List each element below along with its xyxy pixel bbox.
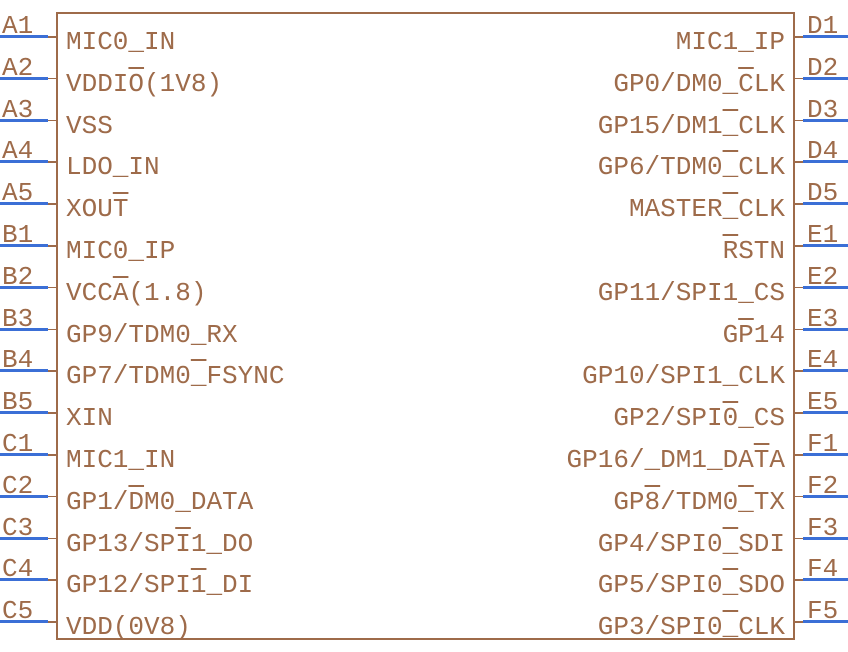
signal-name: GP7/TDM0_FSYNC [66,361,284,391]
pin-number: B5 [2,387,33,417]
pin-line-thin [795,120,803,122]
pin-line-thin [48,161,56,163]
pin-number: C4 [2,554,33,584]
pin-line-thin [48,287,56,289]
signal-name: XOUT [66,194,128,224]
pin-line-thin [48,538,56,540]
pin-number: A1 [2,11,33,41]
pin-number: E3 [807,304,838,334]
pin-number: C2 [2,471,33,501]
pin-number: F2 [807,471,838,501]
signal-name: MIC1_IP [676,27,785,57]
pin-line-thin [795,329,803,331]
signal-name: LDO_IN [66,152,160,182]
signal-name: GP14 [723,320,785,350]
signal-name: GP3/SPI0_CLK [598,612,785,642]
signal-name: GP9/TDM0_RX [66,320,238,350]
pin-line-thin [48,370,56,372]
pin-line-thin [48,496,56,498]
signal-name: GP1/DM0_DATA [66,487,253,517]
pin-line-thin [795,203,803,205]
pin-line-thin [795,538,803,540]
signal-name: XIN [66,403,113,433]
pin-line-thin [795,621,803,623]
pin-line-thin [48,36,56,38]
pinout-diagram: A1 MIC0_IN A2 VDDIO(1V8) A3 VSS A4 LDO_IN A5 XOUT… [0,0,848,652]
pin-line-thin [48,621,56,623]
pin-number: A4 [2,136,33,166]
signal-name: GP10/SPI1_CLK [582,361,785,391]
pin-number: C5 [2,596,33,626]
pin-line-thin [795,412,803,414]
pin-number: D3 [807,95,838,125]
pin-number: B4 [2,345,33,375]
pin-number: F1 [807,429,838,459]
pin-number: A5 [2,178,33,208]
pin-line-thin [48,78,56,80]
pin-line-thin [795,78,803,80]
pin-line-thin [795,245,803,247]
signal-name: MIC0_IN [66,27,175,57]
signal-name: GP16/_DM1_DATA [567,445,785,475]
pin-number: B3 [2,304,33,334]
signal-name: GP6/TDM0_CLK [598,152,785,182]
pin-line-thin [48,412,56,414]
signal-name: VCCA(1.8) [66,278,206,308]
signal-name: VDD(0V8) [66,612,191,642]
pin-number: F3 [807,513,838,543]
pin-line-thin [795,454,803,456]
pin-line-thin [795,36,803,38]
signal-name: VSS [66,111,113,141]
pin-number: D4 [807,136,838,166]
pin-line-thin [48,329,56,331]
pin-line-thin [48,454,56,456]
pin-number: A3 [2,95,33,125]
signal-name: GP2/SPI0_CS [613,403,785,433]
pin-line-thin [48,245,56,247]
pin-line-thin [795,370,803,372]
signal-name: MIC0_IP [66,236,175,266]
signal-name: GP0/DM0_CLK [613,69,785,99]
pin-number: D2 [807,53,838,83]
pin-line-thin [795,579,803,581]
signal-name: GP15/DM1_CLK [598,111,785,141]
pin-line-thin [795,161,803,163]
pin-line-thin [795,496,803,498]
pin-line-thin [795,287,803,289]
pin-number: E5 [807,387,838,417]
signal-name: GP11/SPI1_CS [598,278,785,308]
pin-number: D1 [807,11,838,41]
pin-number: B1 [2,220,33,250]
signal-name: GP4/SPI0_SDI [598,529,785,559]
pin-number: E2 [807,262,838,292]
signal-name: GP12/SPI1_DI [66,570,253,600]
signal-name: GP5/SPI0_SDO [598,570,785,600]
signal-name: VDDIO(1V8) [66,69,222,99]
pin-number: C1 [2,429,33,459]
pin-line-thin [48,120,56,122]
signal-name: GP8/TDM0_TX [613,487,785,517]
pin-number: B2 [2,262,33,292]
pin-line-thin [48,579,56,581]
pin-number: F4 [807,554,838,584]
pin-number: C3 [2,513,33,543]
pin-number: F5 [807,596,838,626]
pin-number: A2 [2,53,33,83]
signal-name: MIC1_IN [66,445,175,475]
pin-number: E1 [807,220,838,250]
pin-line-thin [48,203,56,205]
signal-name: MASTER_CLK [629,194,785,224]
pin-number: D5 [807,178,838,208]
pin-number: E4 [807,345,838,375]
signal-name: RSTN [723,236,785,266]
signal-name: GP13/SPI1_DO [66,529,253,559]
